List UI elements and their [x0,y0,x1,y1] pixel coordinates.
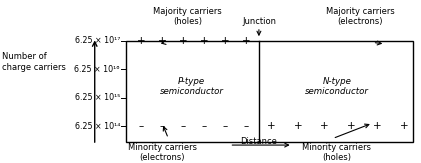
Text: 6.25 × 10¹⁷: 6.25 × 10¹⁷ [75,36,120,45]
Text: 6.25 × 10¹⁵: 6.25 × 10¹⁵ [75,93,120,102]
Text: Number of
charge carriers: Number of charge carriers [2,52,66,72]
Text: –: – [322,36,327,46]
Text: 6.25 × 10¹⁴: 6.25 × 10¹⁴ [75,122,120,131]
Text: –: – [244,121,249,131]
Text: +: + [373,121,382,131]
Text: +: + [221,36,229,46]
Text: P-type
semiconductor: P-type semiconductor [160,77,224,96]
Text: –: – [375,36,380,46]
Text: +: + [137,36,145,46]
Text: –: – [181,121,186,131]
Text: +: + [267,121,276,131]
Text: –: – [223,121,228,131]
Text: +: + [242,36,250,46]
Text: 6.25 × 10¹⁶: 6.25 × 10¹⁶ [75,65,120,74]
Text: –: – [402,36,407,46]
Text: N-type
semiconductor: N-type semiconductor [305,77,369,96]
Text: Majority carriers
(electrons): Majority carriers (electrons) [325,7,394,26]
Text: Minority carriers
(electrons): Minority carriers (electrons) [128,143,197,162]
Text: +: + [294,121,302,131]
Text: Majority carriers
(holes): Majority carriers (holes) [153,7,222,26]
Text: –: – [202,121,207,131]
Text: Junction: Junction [242,17,276,26]
Text: –: – [296,36,301,46]
Text: –: – [349,36,354,46]
Text: +: + [347,121,355,131]
Text: –: – [269,36,274,46]
Text: +: + [158,36,166,46]
Text: +: + [400,121,408,131]
Text: +: + [200,36,208,46]
Text: –: – [160,121,165,131]
Text: Distance: Distance [240,137,277,146]
Text: +: + [179,36,187,46]
Text: +: + [320,121,329,131]
Text: –: – [139,121,144,131]
Text: Minority carriers
(holes): Minority carriers (holes) [302,143,371,162]
Bar [126,41,413,142]
